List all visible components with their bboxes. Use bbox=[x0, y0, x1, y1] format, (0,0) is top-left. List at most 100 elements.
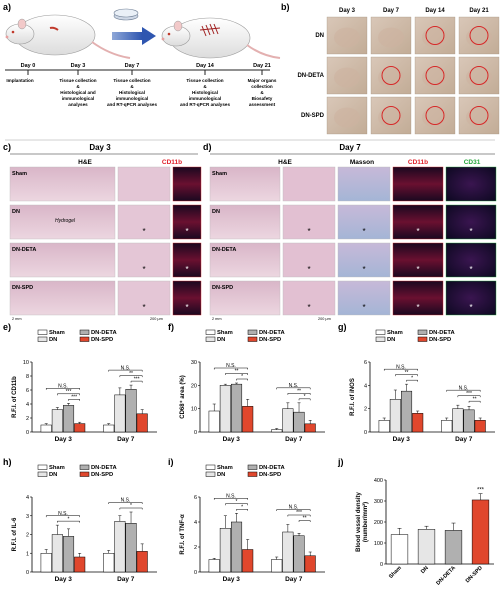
histology-row-label: DN-SPD bbox=[212, 285, 233, 291]
bar bbox=[103, 553, 115, 573]
bar bbox=[51, 409, 63, 433]
bar bbox=[219, 528, 231, 573]
x-tick-label: Sham bbox=[388, 565, 403, 580]
bar bbox=[390, 534, 409, 565]
bar bbox=[471, 499, 490, 565]
significance-label: N.S. bbox=[58, 511, 68, 517]
significance-label: N.S. bbox=[396, 364, 406, 370]
wound-photo-tissue bbox=[466, 27, 492, 48]
bar bbox=[208, 410, 220, 433]
y-tick-label: 0 bbox=[26, 430, 29, 436]
significance-bracket bbox=[213, 367, 248, 370]
wound-photo-tissue bbox=[378, 107, 404, 128]
wound-photo-tissue bbox=[422, 107, 448, 128]
bar bbox=[389, 399, 401, 433]
legend-swatch bbox=[417, 329, 428, 335]
legend-label: DN-DETA bbox=[259, 465, 285, 471]
bar bbox=[474, 420, 486, 433]
timeline-event-line: analyses bbox=[68, 102, 88, 107]
significance-label: *** bbox=[66, 389, 72, 395]
bar bbox=[208, 559, 220, 573]
bar bbox=[242, 549, 254, 573]
bar bbox=[412, 413, 424, 433]
asterisk-marker: * bbox=[185, 303, 188, 312]
bar bbox=[74, 556, 86, 573]
significance-bracket bbox=[225, 373, 248, 375]
y-tick-label: 0 bbox=[380, 562, 383, 568]
timeline-event-line: immunological bbox=[62, 96, 94, 101]
significance-bracket bbox=[57, 393, 80, 396]
legend-label: Sham bbox=[49, 330, 65, 336]
y-tick-label: 4 bbox=[194, 520, 197, 526]
legend-label: DN bbox=[49, 337, 57, 343]
asterisk-marker: * bbox=[307, 265, 310, 274]
significance-label: * bbox=[241, 374, 243, 380]
asterisk-marker: * bbox=[416, 227, 419, 236]
histology-c-title: Day 3 bbox=[89, 143, 111, 152]
significance-bracket bbox=[236, 509, 248, 511]
wound-photo-tissue bbox=[422, 27, 448, 48]
scalebar-label: 200 μm bbox=[150, 317, 163, 321]
asterisk-marker: * bbox=[469, 227, 472, 236]
timeline-event-line: immunological bbox=[189, 96, 221, 101]
bar bbox=[441, 420, 453, 433]
x-tick-label: Day 3 bbox=[223, 436, 241, 443]
legend-label: DN bbox=[217, 472, 225, 478]
legend-label: DN-SPD bbox=[259, 337, 281, 343]
timeline-event-line: & bbox=[260, 90, 264, 95]
wound-marker-circle bbox=[425, 26, 445, 45]
cd31-image bbox=[445, 204, 497, 240]
asterisk-marker: * bbox=[185, 227, 188, 236]
bar bbox=[114, 394, 126, 433]
timeline-day: Day 14 bbox=[196, 63, 215, 69]
legend-swatch bbox=[79, 329, 90, 335]
histology-row-label: Sham bbox=[12, 171, 27, 177]
significance-label: * bbox=[241, 504, 243, 510]
he-overview-image bbox=[9, 204, 116, 240]
scalebar-label: 100 μm bbox=[425, 317, 438, 321]
legend-swatch bbox=[205, 464, 216, 470]
wound-photo-grid bbox=[326, 16, 500, 135]
legend-label: Sham bbox=[217, 330, 233, 336]
masson-image bbox=[337, 280, 391, 316]
scalebar-label: 2 mm bbox=[12, 317, 22, 321]
timeline-event-line: assessment bbox=[249, 102, 276, 107]
legend-swatch bbox=[205, 329, 216, 335]
significance-bracket bbox=[298, 398, 311, 401]
timeline-event-line: Histological bbox=[192, 90, 218, 95]
masson-image bbox=[337, 204, 391, 240]
significance-label: ** bbox=[297, 389, 301, 395]
bar bbox=[125, 523, 137, 573]
x-tick-label: Day 7 bbox=[285, 576, 303, 583]
legend-swatch bbox=[247, 336, 258, 342]
wound-photo-tissue bbox=[378, 27, 404, 48]
significance-label: * bbox=[236, 499, 238, 505]
histology-row-label: DN-SPD bbox=[12, 285, 33, 291]
bar bbox=[40, 553, 52, 573]
x-tick-label: Day 3 bbox=[55, 436, 73, 443]
asterisk-marker: * bbox=[469, 265, 472, 274]
cd11b-image bbox=[172, 166, 202, 202]
bar bbox=[74, 423, 86, 433]
legend-swatch bbox=[375, 336, 386, 342]
cd11b-image bbox=[392, 242, 444, 278]
y-tick-label: 0 bbox=[194, 430, 197, 436]
legend-label: DN bbox=[49, 472, 57, 478]
bar bbox=[114, 521, 126, 573]
legend-label: DN-DETA bbox=[91, 465, 117, 471]
panel-letter: h) bbox=[3, 457, 12, 467]
y-axis-label-line: (number/mm²) bbox=[362, 502, 369, 542]
legend-label: DN-SPD bbox=[91, 337, 113, 343]
bar bbox=[103, 424, 115, 433]
scalebar-label: 2 mm bbox=[212, 317, 222, 321]
wound-marker-circle bbox=[469, 66, 489, 85]
bar bbox=[51, 534, 63, 573]
significance-bracket bbox=[108, 369, 143, 372]
significance-bracket bbox=[383, 368, 418, 371]
he-overview-image bbox=[9, 242, 116, 278]
bar bbox=[401, 390, 413, 433]
histology-row-label: DN bbox=[212, 209, 220, 215]
bar bbox=[378, 420, 390, 433]
